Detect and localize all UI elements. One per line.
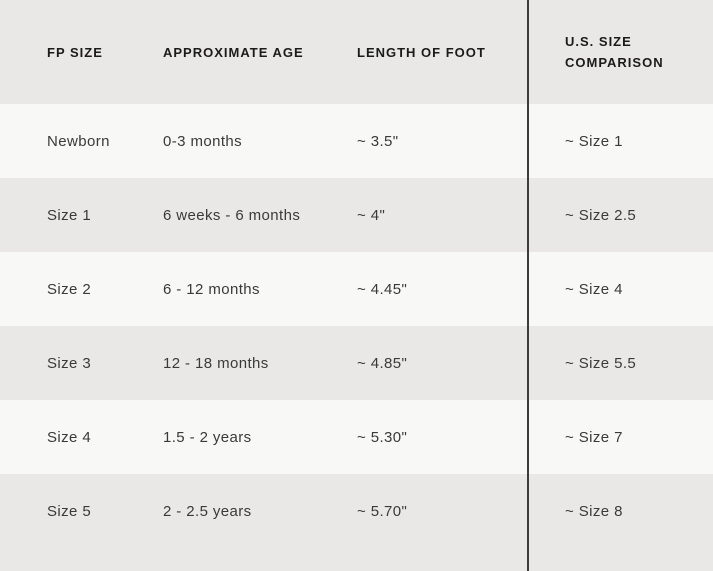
cell-length-of-foot: ~ 5.30" [357,428,408,446]
cell-approximate-age: 6 weeks - 6 months [163,206,301,224]
cell-fp-size: Size 4 [47,428,92,446]
cell-approximate-age: 12 - 18 months [163,354,269,372]
cell-fp-size: Size 5 [47,502,92,520]
column-header-fp-size: FP SIZE [47,44,103,60]
column-header-us-size-comparison: U.S. SIZE COMPARISON [565,34,664,70]
cell-length-of-foot: ~ 5.70" [357,502,408,520]
table-header-row: FP SIZE APPROXIMATE AGE LENGTH OF FOOT U… [0,0,713,104]
table-row-size-3: Size 3 12 - 18 months ~ 4.85" ~ Size 5.5 [0,326,713,400]
table-row-size-2: Size 2 6 - 12 months ~ 4.45" ~ Size 4 [0,252,713,326]
cell-length-of-foot: ~ 3.5" [357,132,399,150]
cell-us-size: ~ Size 1 [565,132,623,150]
cell-fp-size: Size 2 [47,280,92,298]
cell-us-size: ~ Size 5.5 [565,354,637,372]
cell-us-size: ~ Size 8 [565,502,623,520]
cell-length-of-foot: ~ 4.45" [357,280,408,298]
cell-approximate-age: 1.5 - 2 years [163,428,252,446]
column-header-length-of-foot: LENGTH OF FOOT [357,44,486,60]
cell-fp-size: Size 1 [47,206,92,224]
cell-us-size: ~ Size 4 [565,280,623,298]
table-row-newborn: Newborn 0-3 months ~ 3.5" ~ Size 1 [0,104,713,178]
table-row-size-1: Size 1 6 weeks - 6 months ~ 4" ~ Size 2.… [0,178,713,252]
cell-approximate-age: 0-3 months [163,132,243,150]
table-row-size-5: Size 5 2 - 2.5 years ~ 5.70" ~ Size 8 [0,474,713,548]
cell-fp-size: Size 3 [47,354,92,372]
cell-us-size: ~ Size 2.5 [565,206,637,224]
cell-approximate-age: 6 - 12 months [163,280,260,298]
column-divider-line [527,0,529,571]
column-header-approximate-age: APPROXIMATE AGE [163,44,304,60]
table-row-size-4: Size 4 1.5 - 2 years ~ 5.30" ~ Size 7 [0,400,713,474]
cell-us-size: ~ Size 7 [565,428,623,446]
cell-length-of-foot: ~ 4" [357,206,386,224]
cell-fp-size: Newborn [47,132,110,150]
cell-approximate-age: 2 - 2.5 years [163,502,252,520]
cell-length-of-foot: ~ 4.85" [357,354,408,372]
